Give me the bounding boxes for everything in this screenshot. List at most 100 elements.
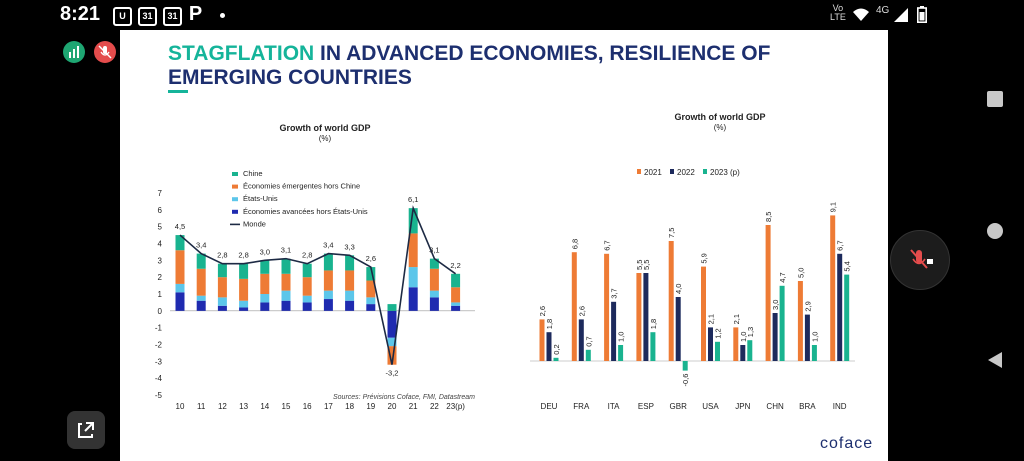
legend-swatch: [232, 172, 238, 176]
notification-u-icon: U: [113, 7, 132, 26]
bar-segment: [451, 302, 461, 306]
bar-segment: [429, 297, 439, 311]
bar: [811, 345, 817, 361]
line-data-label: 3,3: [344, 242, 354, 251]
presentation-slide: STAGFLATION IN ADVANCED ECONOMIES, RESIL…: [120, 30, 888, 461]
x-tick-label: CHN: [766, 402, 784, 411]
x-tick-label: 15: [282, 402, 291, 411]
bar-segment: [323, 270, 333, 291]
bar-data-label: 6,7: [603, 240, 612, 250]
line-data-label: 2,8: [217, 251, 227, 260]
bar-segment: [429, 268, 439, 291]
bar-segment: [175, 283, 185, 293]
battery-icon: [917, 6, 927, 23]
bar-segment: [239, 307, 249, 311]
y-tick-label: 7: [158, 189, 163, 198]
y-tick-label: 2: [158, 273, 163, 282]
bar-segment: [408, 267, 418, 288]
legend-label: 2021: [644, 168, 662, 177]
y-tick-label: -2: [155, 341, 163, 350]
mute-button[interactable]: [94, 41, 116, 63]
bar: [844, 274, 850, 361]
x-tick-label: 18: [345, 402, 354, 411]
overview-button[interactable]: [987, 91, 1003, 107]
x-tick-label: 19: [366, 402, 375, 411]
x-tick-label: 12: [218, 402, 227, 411]
bar-segment: [302, 263, 312, 278]
bar: [571, 252, 577, 361]
bar-segment: [345, 270, 355, 291]
world-gdp-line: [179, 205, 457, 365]
line-data-label: 2,2: [450, 261, 460, 270]
bar-data-label: 4,7: [778, 272, 787, 282]
bar-data-label: 9,1: [829, 202, 838, 212]
bar-data-label: 3,0: [771, 300, 780, 310]
bar-segment: [323, 299, 333, 311]
bar: [715, 341, 720, 361]
bar-data-label: 5,5: [642, 260, 651, 270]
legend-label: Économies avancées hors États-Unis: [243, 207, 368, 216]
legend-label: Monde: [243, 219, 266, 228]
bar: [604, 253, 610, 361]
stats-button[interactable]: [63, 41, 85, 63]
bar-segment: [217, 305, 227, 311]
bar-segment: [451, 287, 461, 303]
title-underline: [168, 90, 188, 93]
bar: [804, 314, 810, 361]
bar-data-label: -0,6: [681, 374, 690, 387]
bar-data-label: 1,8: [545, 319, 554, 329]
bar-data-label: 2,1: [707, 314, 716, 324]
x-tick-label: 14: [260, 402, 269, 411]
bar-segment: [451, 305, 461, 311]
share-button[interactable]: [67, 411, 105, 449]
line-data-label: 3,4: [196, 241, 206, 250]
bar-segment: [302, 295, 312, 303]
x-tick-label: JPN: [735, 402, 750, 411]
legend-swatch: [670, 169, 674, 174]
unmute-floating-button[interactable]: [890, 230, 950, 290]
legend-label: 2022: [677, 168, 695, 177]
x-tick-label: 20: [388, 402, 397, 411]
back-button[interactable]: [986, 351, 1004, 369]
bar: [650, 332, 656, 361]
bar: [553, 357, 559, 361]
bar-data-label: 1,0: [810, 332, 819, 342]
bar-data-label: 5,0: [796, 268, 805, 278]
line-data-label: 2,6: [366, 254, 376, 263]
legend-swatch: [232, 209, 238, 214]
bar-data-label: 3,7: [610, 288, 619, 298]
bar: [740, 345, 746, 361]
bar-segment: [196, 268, 206, 296]
bar-segment: [302, 277, 312, 296]
line-data-label: 3,4: [323, 241, 333, 250]
bar-data-label: 5,9: [700, 253, 709, 263]
x-tick-label: 23(p): [446, 402, 465, 411]
bar: [585, 349, 591, 361]
bar: [668, 241, 674, 361]
x-tick-label: 22: [430, 402, 439, 411]
bar-data-label: 5,4: [843, 261, 852, 271]
status-bar: 8:21 U 31 31 P Vo LTE 4G: [0, 0, 1024, 30]
bar: [578, 319, 584, 361]
x-tick-label: USA: [702, 402, 719, 411]
bar-segment: [260, 273, 270, 294]
bar-segment: [217, 277, 227, 298]
bar-segment: [175, 292, 185, 311]
calendar-icon: 31: [163, 7, 182, 26]
network-gen-label: 4G: [876, 5, 890, 16]
bar-segment: [175, 235, 185, 251]
bar-segment: [217, 297, 227, 306]
bar-segment: [387, 346, 397, 365]
x-tick-label: 13: [239, 402, 248, 411]
legend-label: 2023 (p): [710, 168, 740, 177]
chart-source: Sources: Prévisions Coface, FMI, Datastr…: [333, 394, 475, 401]
bar-segment: [366, 267, 376, 281]
external-link-icon: [78, 422, 94, 438]
home-button[interactable]: [987, 223, 1003, 239]
bar-data-label: 1,0: [739, 332, 748, 342]
x-tick-label: FRA: [573, 402, 590, 411]
bar: [779, 285, 785, 361]
bar-segment: [239, 263, 249, 279]
y-tick-label: -1: [155, 324, 163, 333]
bar-data-label: 0,7: [584, 336, 593, 346]
